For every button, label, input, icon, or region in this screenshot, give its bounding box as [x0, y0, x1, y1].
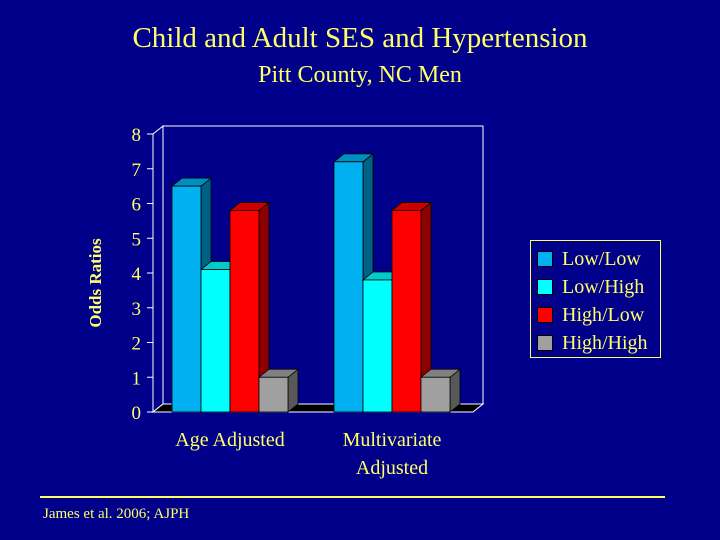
y-tick-label: 1	[132, 368, 142, 389]
legend-label: High/Low	[562, 303, 645, 326]
legend-label: Low/High	[562, 275, 645, 298]
bar-high-high-0	[258, 376, 289, 413]
bar-low-high-1	[362, 279, 393, 413]
chart-title: Child and Adult SES and Hypertension	[132, 22, 588, 54]
x-category-label: Multivariate	[343, 429, 442, 451]
footer-divider	[40, 496, 665, 498]
y-axis-label: Odds Ratios	[86, 238, 105, 328]
y-tick-label: 7	[132, 160, 142, 181]
legend-swatch	[537, 335, 553, 351]
y-tick-label: 5	[132, 229, 142, 250]
legend-swatch	[537, 279, 553, 295]
y-tick-label: 6	[132, 195, 142, 216]
bar-low-high-0	[200, 269, 231, 413]
bar-low-low-0	[171, 185, 202, 413]
y-tick-label: 3	[132, 299, 142, 320]
x-category-label: Age Adjusted	[175, 429, 284, 451]
bar-high-low-0	[229, 210, 260, 413]
legend-label: Low/Low	[562, 247, 641, 270]
bar-high-low-1	[391, 210, 422, 413]
citation: James et al. 2006; AJPH	[43, 506, 190, 522]
y-tick-label: 2	[132, 334, 142, 355]
legend-item: High/Low	[531, 301, 660, 329]
legend-item: Low/Low	[531, 245, 660, 273]
chart-subtitle: Pitt County, NC Men	[258, 62, 462, 88]
y-tick-label: 8	[132, 125, 142, 146]
legend-label: High/High	[562, 331, 648, 354]
y-tick-label: 0	[132, 403, 142, 424]
legend-swatch	[537, 307, 553, 323]
legend-item: High/High	[531, 329, 660, 357]
x-category-label: Adjusted	[356, 457, 428, 479]
legend-item: Low/High	[531, 273, 660, 301]
legend-swatch	[537, 251, 553, 267]
chart-legend: Low/Low Low/High High/Low High/High	[530, 240, 661, 358]
bar-low-low-1	[333, 161, 364, 413]
plot-left-wall	[152, 124, 164, 414]
y-tick-label: 4	[132, 264, 142, 285]
bar-high-high-1	[420, 376, 451, 413]
